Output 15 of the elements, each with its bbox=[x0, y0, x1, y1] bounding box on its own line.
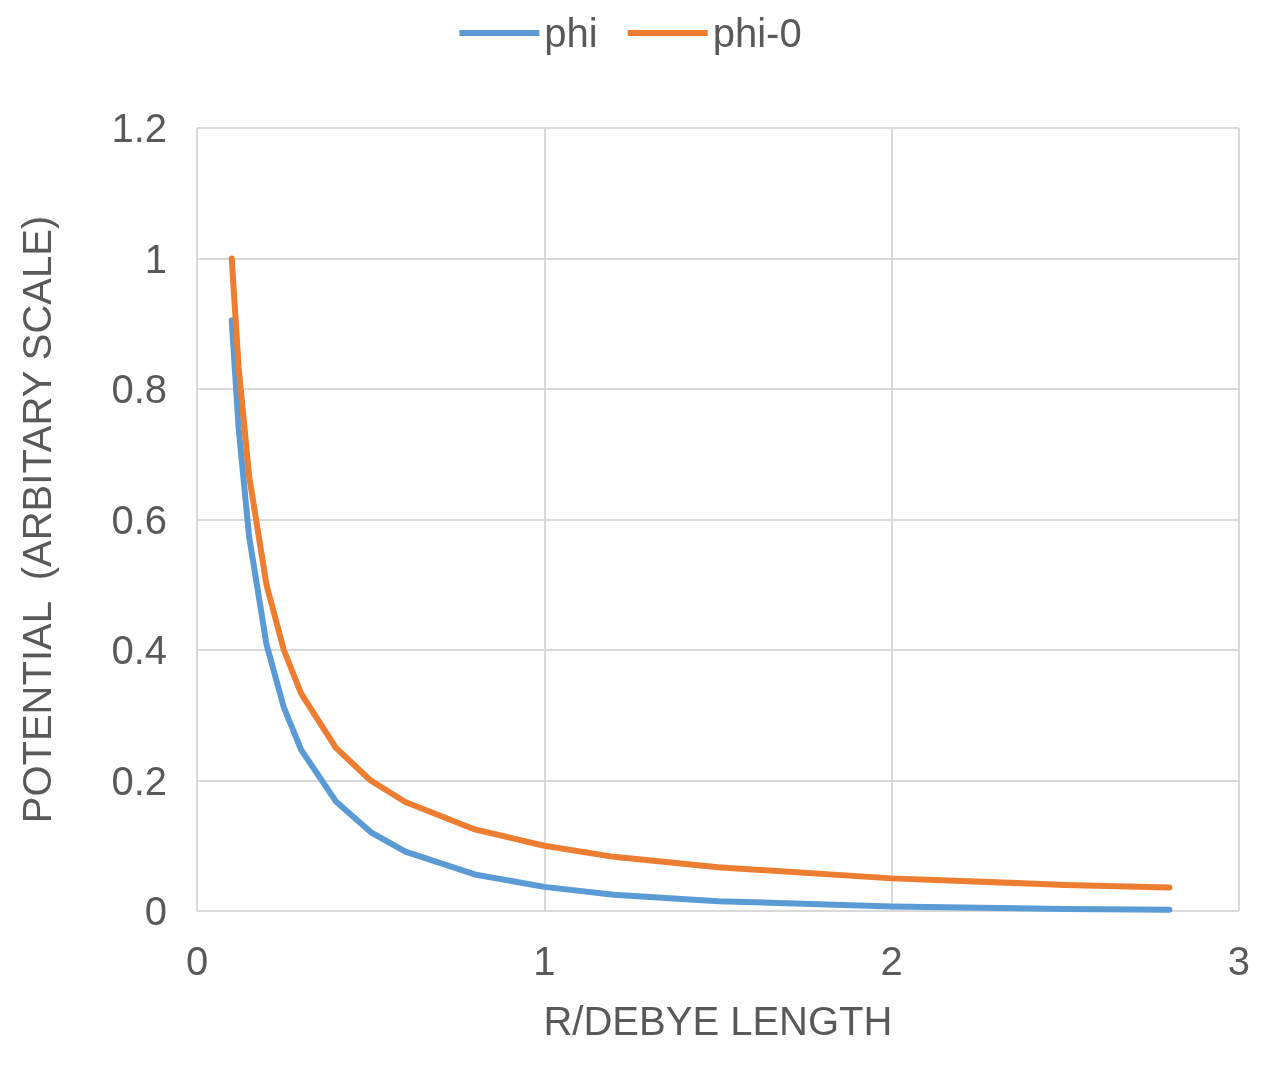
x-tick-label: 1 bbox=[533, 939, 556, 983]
y-tick-label: 0.8 bbox=[111, 367, 167, 411]
x-tick-label: 0 bbox=[185, 939, 209, 983]
x-axis-title: R/DEBYE LENGTH bbox=[543, 999, 893, 1043]
legend-label: phi-0 bbox=[712, 11, 802, 55]
y-tick-label: 0.4 bbox=[111, 628, 167, 672]
y-tick-label: 0.6 bbox=[111, 497, 167, 542]
x-tick-label: 3 bbox=[1227, 939, 1250, 983]
y-tick-label: 1.2 bbox=[111, 106, 167, 150]
y-tick-label: 1 bbox=[144, 236, 167, 281]
legend-label: phi bbox=[544, 11, 598, 55]
y-tick-label: 0.2 bbox=[111, 758, 167, 803]
y-axis-title: POTENTIAL (ARBITARY SCALE) bbox=[15, 215, 59, 824]
y-tick-label: 0 bbox=[144, 889, 167, 933]
x-tick-label: 2 bbox=[880, 939, 903, 983]
